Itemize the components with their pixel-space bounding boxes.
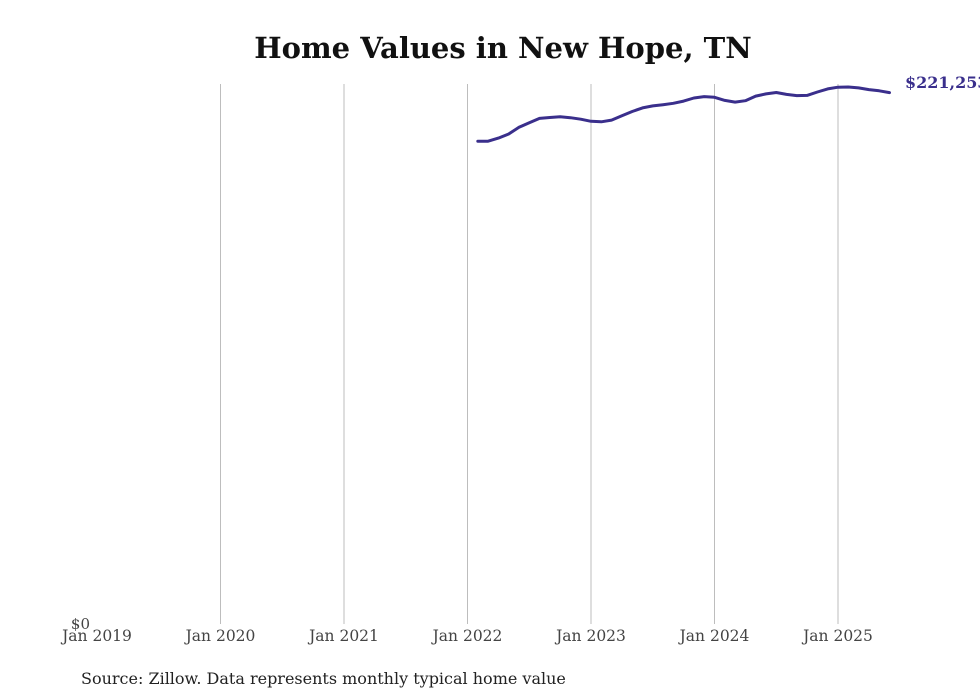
- x-tick-label: Jan 2021: [307, 627, 379, 645]
- chart-title: Home Values in New Hope, TN: [254, 31, 752, 65]
- x-tick-label: Jan 2019: [60, 627, 132, 645]
- series-layer: [476, 85, 891, 143]
- x-axis-tick-labels: Jan 2019 Jan 2020 Jan 2021 Jan 2022 Jan 2023…: [60, 627, 873, 645]
- x-tick-label: Jan 2022: [431, 627, 503, 645]
- y-axis-tick-labels: $0: [71, 615, 90, 633]
- gridlines: [220, 84, 839, 624]
- x-tick-label: Jan 2023: [554, 627, 626, 645]
- end-value-label: $221,253: [905, 73, 980, 92]
- x-tick-label: Jan 2024: [678, 627, 750, 645]
- source-note: Source: Zillow. Data represents monthly …: [81, 669, 566, 688]
- x-tick-label: Jan 2020: [184, 627, 256, 645]
- series-line: [476, 85, 891, 143]
- y-tick-label: $0: [71, 615, 90, 633]
- x-tick-label: Jan 2025: [801, 627, 873, 645]
